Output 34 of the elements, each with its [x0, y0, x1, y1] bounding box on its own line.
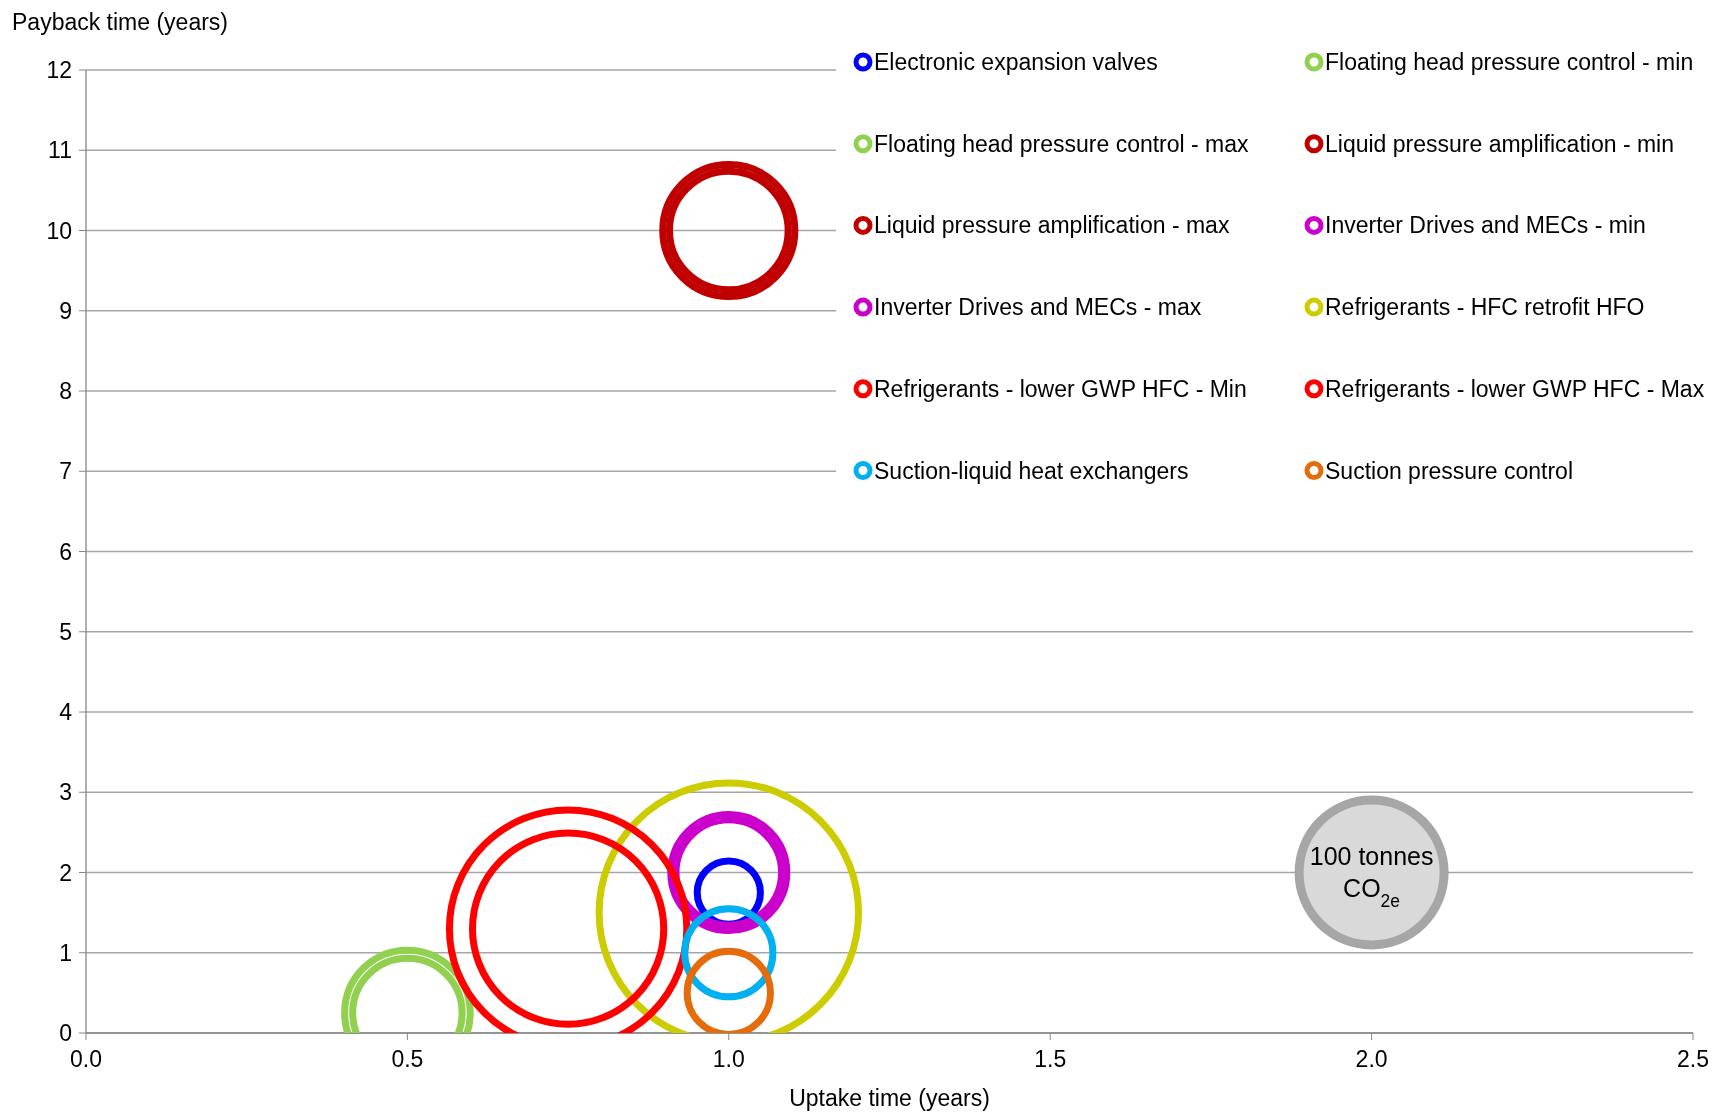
- x-tick-label: 0.0: [70, 1046, 102, 1072]
- legend-label: Liquid pressure amplification - max: [874, 212, 1230, 239]
- y-tick-label: 11: [48, 137, 72, 164]
- x-tick-label: 2.5: [1677, 1046, 1709, 1072]
- x-tick-label: 0.5: [391, 1046, 424, 1072]
- legend-label: Refrigerants - HFC retrofit HFO: [1325, 294, 1645, 321]
- y-tick-label: 8: [59, 378, 72, 405]
- y-tick-label: 12: [46, 57, 72, 84]
- x-tick-label: 2.0: [1355, 1046, 1388, 1072]
- legend-label: Floating head pressure control - min: [1325, 49, 1694, 76]
- legend-label: Inverter Drives and MECs - max: [874, 294, 1202, 321]
- y-tick-label: 3: [59, 779, 72, 806]
- y-axis-title: Payback time (years): [12, 9, 229, 35]
- y-tick-label: 9: [59, 297, 72, 324]
- y-tick-label: 5: [59, 618, 72, 645]
- y-tick-label: 6: [59, 538, 72, 565]
- legend-label: Refrigerants - lower GWP HFC - Max: [1325, 375, 1705, 402]
- x-axis-title: Uptake time (years): [789, 1085, 990, 1111]
- legend-label: 100 tonnes CO$_{2e}$: [1309, 841, 1434, 911]
- x-tick-label: 1.5: [1034, 1046, 1067, 1072]
- legend-label: Liquid pressure amplification - min: [1325, 130, 1674, 157]
- legend-label: Inverter Drives and MECs - min: [1325, 212, 1646, 239]
- legend-label: Floating head pressure control - max: [874, 130, 1250, 157]
- y-tick-label: 1: [59, 939, 72, 966]
- legend-label: Suction pressure control: [1325, 457, 1574, 484]
- x-tick-label: 1.0: [712, 1046, 745, 1072]
- y-tick-label: 4: [59, 699, 73, 726]
- y-tick-label: 7: [59, 458, 72, 485]
- legend-label: Refrigerants - lower GWP HFC - Min: [874, 375, 1247, 402]
- y-tick-label: 2: [59, 859, 72, 886]
- y-tick-label: 10: [46, 217, 72, 244]
- legend-label: Electronic expansion valves: [874, 49, 1158, 76]
- legend-label: Suction-liquid heat exchangers: [874, 457, 1189, 484]
- y-tick-label: 0: [59, 1020, 72, 1047]
